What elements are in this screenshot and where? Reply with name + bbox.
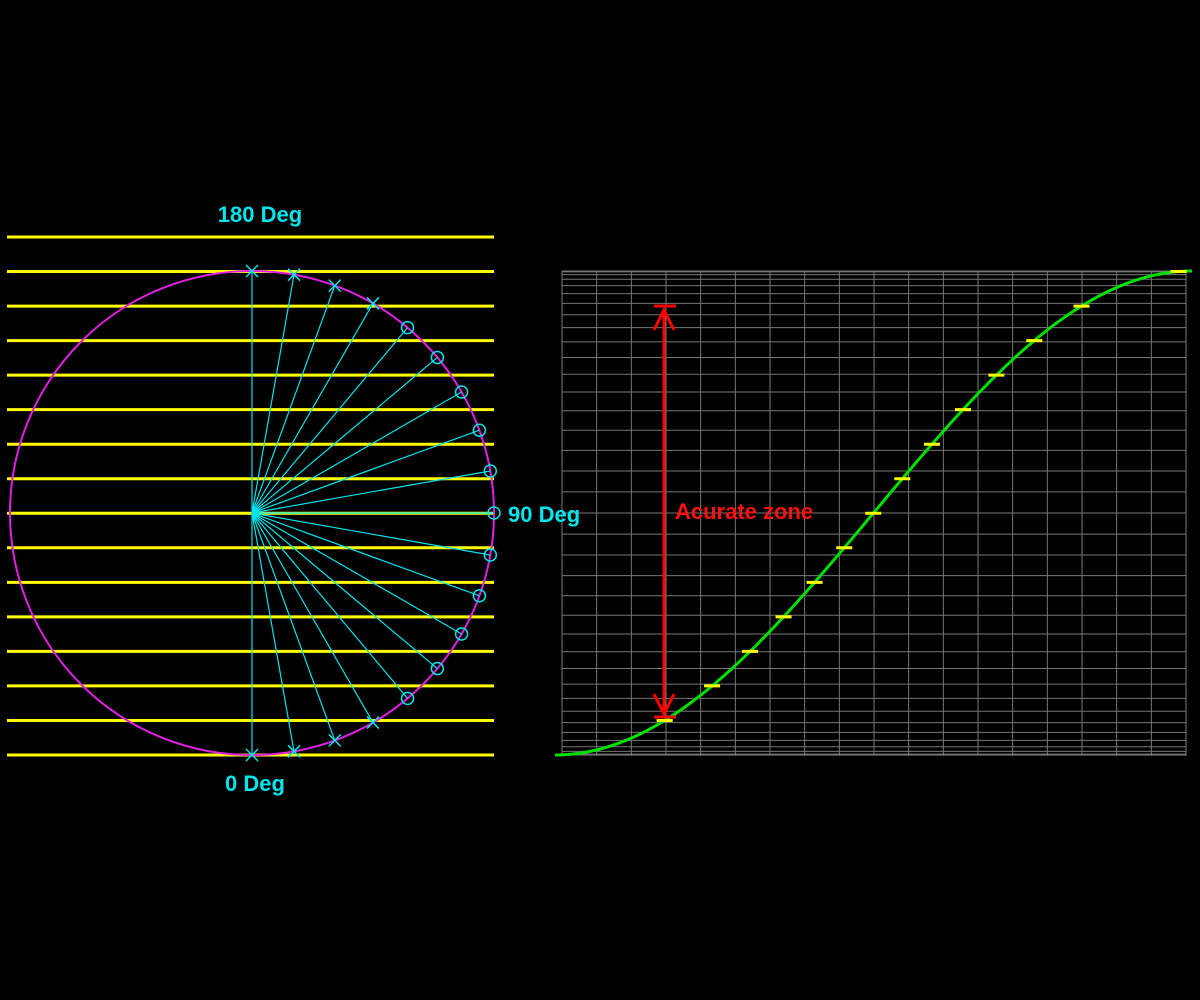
point-circle [483,548,498,562]
label-180: 180 Deg [218,202,302,227]
point-circle [487,506,501,520]
radial-line [251,470,491,514]
point-circle [430,661,445,676]
arrow-head-top [652,306,676,331]
point-circle [472,589,487,603]
point-cross [245,748,259,762]
radial-line [251,512,462,635]
radial-line [251,356,438,514]
point-cross [328,733,342,747]
radial-line [251,512,336,741]
point-circle [400,320,415,335]
radial-line [251,327,409,514]
point-circle [454,385,469,399]
label-90: 90 Deg [508,502,580,527]
point-circle [483,464,498,478]
radial-line [251,512,374,723]
radial-line [251,285,336,514]
radial-line [251,512,491,556]
accurate-zone-arrow [652,304,676,719]
radial-line [251,303,374,514]
radial-line [251,274,295,514]
point-cross [366,296,380,310]
circle-construction [7,235,501,762]
curve-group [555,269,1192,757]
point-circle [472,423,487,437]
radial-line [251,512,409,699]
radial-line [251,429,480,514]
radial-line [251,512,295,752]
point-cross [287,268,301,282]
point-cross [287,744,301,758]
point-cross [245,264,259,278]
point-circle [400,691,415,706]
point-cross [366,716,380,730]
point-cross [328,279,342,293]
label-0: 0 Deg [225,771,285,796]
grid [561,270,1187,756]
radial-line [251,512,480,597]
point-circle [430,350,445,365]
radial-line [251,512,438,670]
label-zone: Acurate zone [675,499,813,524]
radial-line [251,391,462,514]
point-circle [454,627,469,641]
arrow-head-bottom [652,693,676,718]
